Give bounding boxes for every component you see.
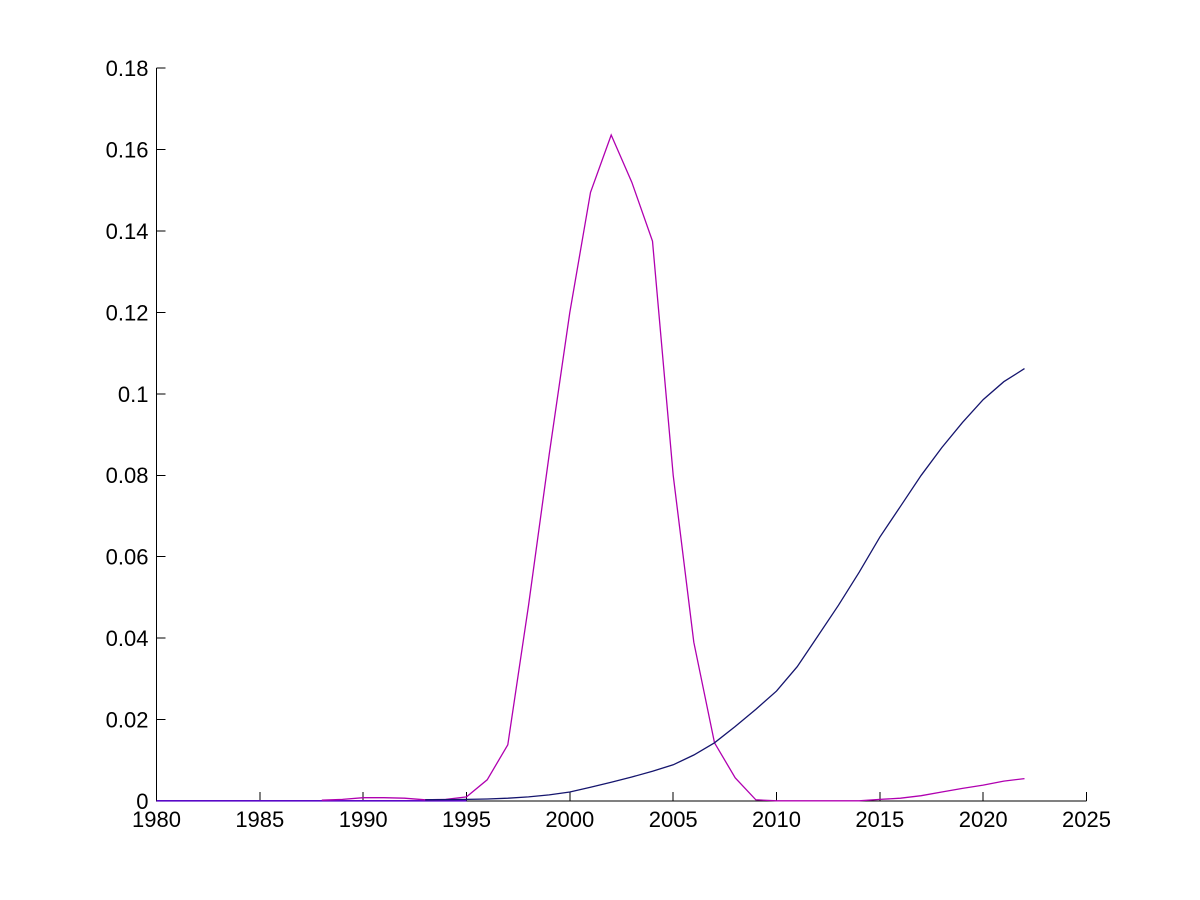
svg-text:2025: 2025 — [1062, 807, 1111, 832]
svg-text:0.02: 0.02 — [106, 708, 149, 733]
svg-text:1985: 1985 — [235, 807, 284, 832]
svg-text:0.08: 0.08 — [106, 463, 149, 488]
svg-text:2010: 2010 — [752, 807, 801, 832]
svg-text:0.04: 0.04 — [106, 626, 149, 651]
svg-text:2000: 2000 — [545, 807, 594, 832]
svg-text:0.06: 0.06 — [106, 545, 149, 570]
svg-text:0.16: 0.16 — [106, 138, 149, 163]
svg-text:1990: 1990 — [339, 807, 388, 832]
svg-text:2020: 2020 — [959, 807, 1008, 832]
svg-text:0.18: 0.18 — [106, 56, 149, 81]
svg-text:0.1: 0.1 — [118, 382, 149, 407]
svg-text:0.14: 0.14 — [106, 219, 149, 244]
svg-text:2005: 2005 — [649, 807, 698, 832]
svg-text:2015: 2015 — [855, 807, 904, 832]
svg-text:0.12: 0.12 — [106, 300, 149, 325]
svg-text:1980: 1980 — [132, 807, 181, 832]
svg-text:0: 0 — [136, 789, 148, 814]
svg-text:1995: 1995 — [442, 807, 491, 832]
